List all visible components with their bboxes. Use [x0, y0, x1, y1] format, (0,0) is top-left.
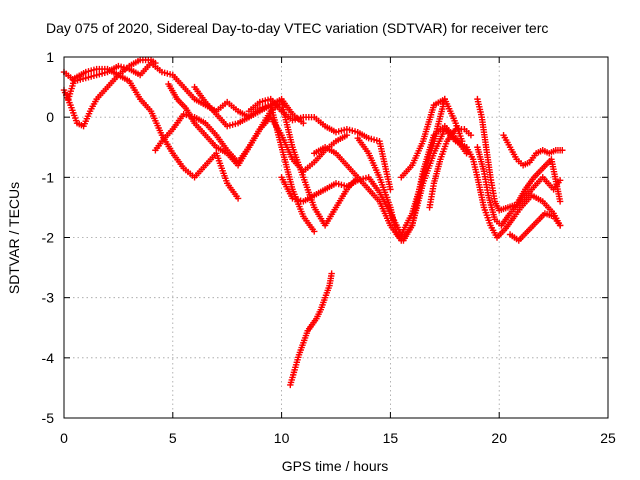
y-axis-label: SDTVAR / TECUs [6, 182, 22, 294]
data-point [459, 138, 466, 145]
data-point [234, 195, 242, 202]
data-point [467, 132, 475, 139]
series-track-p [500, 132, 566, 169]
axes: 0 5 10 15 20 25 -5 -4 -3 -2 -1 0 1 [42, 49, 616, 446]
grid-lines [64, 57, 608, 418]
x-tick-label: 25 [600, 430, 616, 446]
data-point [556, 222, 564, 229]
data-point [300, 119, 307, 127]
data-point [556, 177, 564, 184]
series-track-r [287, 270, 335, 389]
data-point [311, 228, 318, 235]
y-tick-label: -1 [42, 169, 55, 185]
chart-title: Day 075 of 2020, Sidereal Day-to-day VTE… [46, 20, 548, 36]
series-track-j [354, 122, 470, 244]
data-marks [60, 56, 566, 389]
series-track-g [245, 95, 394, 193]
data-point [387, 186, 394, 193]
series-track-c [65, 56, 159, 103]
series-track-b [60, 71, 242, 202]
y-tick-label: 0 [46, 109, 54, 125]
data-point [559, 147, 566, 154]
data-point [343, 132, 351, 139]
x-tick-label: 10 [274, 430, 290, 446]
series-track-l [426, 126, 475, 211]
y-tick-label: -5 [42, 410, 55, 426]
x-tick-label: 20 [491, 430, 507, 446]
x-tick-label: 0 [60, 430, 68, 446]
x-axis-label: GPS time / hours [282, 458, 389, 474]
series-track-o [474, 144, 564, 229]
x-tick-label: 5 [169, 430, 177, 446]
data-point [152, 59, 159, 67]
series-track-m [463, 144, 564, 241]
data-point [328, 270, 335, 277]
series-track-k [398, 95, 466, 181]
y-tick-label: 1 [46, 49, 54, 65]
x-tick-label: 15 [383, 430, 399, 446]
series-track-n [474, 95, 564, 214]
y-tick-label: -4 [42, 350, 55, 366]
y-tick-label: -3 [42, 290, 55, 306]
series-track-f [191, 83, 318, 235]
data-point [556, 198, 564, 205]
series-track-q [506, 210, 564, 244]
y-tick-label: -2 [42, 230, 55, 246]
